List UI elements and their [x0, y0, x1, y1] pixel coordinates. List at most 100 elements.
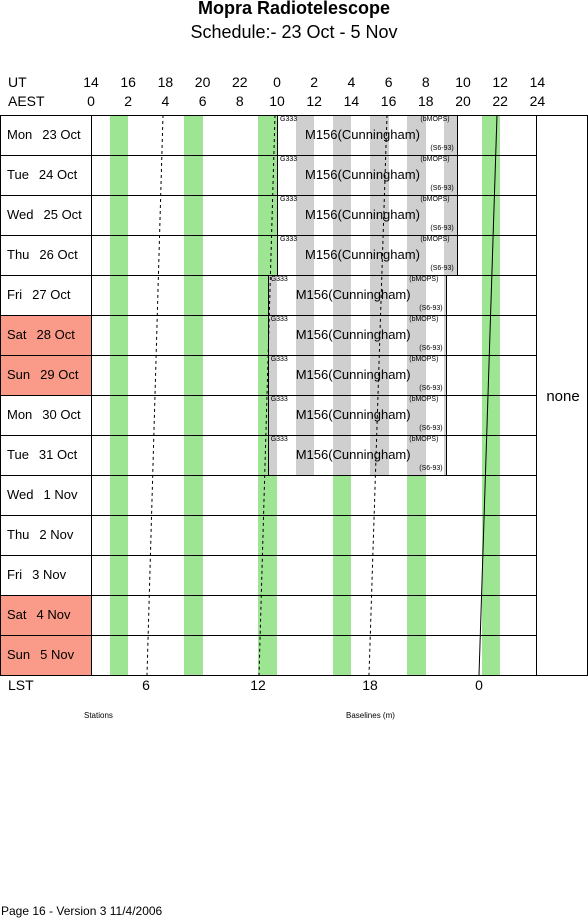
- booking-block[interactable]: [444, 315, 447, 355]
- booking-block[interactable]: [444, 275, 447, 315]
- aest-tick: 6: [198, 93, 207, 109]
- booking-start-line: [267, 435, 269, 475]
- row-divider: [0, 195, 536, 196]
- day-row-label: Fri 27 Oct: [1, 275, 91, 315]
- booking-block[interactable]: [444, 155, 458, 195]
- lst-tick: 0: [475, 677, 483, 693]
- booking-mode: (bMOPS): [409, 356, 439, 363]
- booking-block[interactable]: [332, 315, 352, 355]
- day-date: 5 Nov: [40, 647, 75, 662]
- booking-block[interactable]: [407, 275, 426, 315]
- booking-block[interactable]: [332, 435, 352, 475]
- booking-block[interactable]: [295, 395, 315, 435]
- booking-project[interactable]: M156(Cunningham): [295, 287, 411, 302]
- booking-block[interactable]: [444, 115, 458, 155]
- day-name: Sun: [7, 647, 31, 662]
- aest-label: AEST: [8, 93, 45, 109]
- booking-project[interactable]: M156(Cunningham): [295, 327, 411, 342]
- booking-mode: (bMOPS): [420, 156, 450, 163]
- booking-end-line: [446, 275, 448, 315]
- booking-mode: (bMOPS): [409, 316, 439, 323]
- booking-tag: G333: [270, 396, 288, 403]
- day-row-label: Wed 25 Oct: [1, 195, 91, 235]
- aest-tick: 16: [380, 93, 397, 109]
- grid-left-border: [0, 115, 1, 676]
- booking-block[interactable]: [407, 395, 426, 435]
- day-name: Sat: [7, 607, 27, 622]
- booking-block[interactable]: [332, 155, 352, 195]
- ut-tick: 2: [310, 74, 319, 90]
- day-row-label: Sat 4 Nov: [1, 595, 91, 635]
- booking-block[interactable]: [295, 155, 315, 195]
- ut-label: UT: [8, 74, 27, 90]
- row-divider: [0, 275, 536, 276]
- booking-block[interactable]: [407, 115, 426, 155]
- booking-mode: (bMOPS): [420, 196, 450, 203]
- booking-block[interactable]: [444, 435, 447, 475]
- day-date: 23 Oct: [42, 127, 81, 142]
- ut-tick: 14: [83, 74, 99, 90]
- booking-tag: G333: [270, 316, 288, 323]
- aest-tick: 18: [418, 93, 434, 109]
- booking-block[interactable]: [407, 355, 426, 395]
- day-name: Thu: [7, 247, 30, 262]
- row-divider: [0, 315, 536, 316]
- booking-block[interactable]: [332, 195, 352, 235]
- booking-start-line: [277, 155, 278, 195]
- booking-project[interactable]: M156(Cunningham): [305, 167, 420, 182]
- booking-block[interactable]: [332, 235, 352, 275]
- booking-project[interactable]: M156(Cunningham): [305, 127, 420, 142]
- booking-project[interactable]: M156(Cunningham): [305, 247, 420, 262]
- day-row-label: Wed 1 Nov: [1, 475, 91, 515]
- booking-block[interactable]: [295, 195, 315, 235]
- booking-project[interactable]: M156(Cunningham): [295, 407, 411, 422]
- day-row-label: Sat 28 Oct: [1, 315, 91, 355]
- booking-block[interactable]: [444, 235, 458, 275]
- booking-block[interactable]: [407, 435, 426, 475]
- booking-start-line: [277, 195, 278, 235]
- ut-tick: 20: [194, 74, 211, 90]
- booking-block[interactable]: [295, 115, 315, 155]
- booking-start-line: [267, 315, 269, 355]
- booking-block[interactable]: [444, 195, 458, 235]
- aest-tick: 4: [161, 93, 170, 109]
- booking-project[interactable]: M156(Cunningham): [295, 447, 411, 462]
- baselines-label: Baselines (m): [346, 711, 395, 720]
- booking-project[interactable]: M156(Cunningham): [295, 367, 411, 382]
- booking-block[interactable]: [295, 355, 315, 395]
- booking-block[interactable]: [295, 435, 315, 475]
- booking-project[interactable]: M156(Cunningham): [305, 207, 420, 222]
- booking-block[interactable]: [407, 315, 426, 355]
- booking-config: (S6-93): [430, 225, 454, 232]
- day-row-label: Tue 24 Oct: [1, 155, 91, 195]
- booking-block[interactable]: [332, 355, 352, 395]
- day-row-label: Thu 26 Oct: [1, 235, 91, 275]
- booking-block[interactable]: [295, 275, 315, 315]
- row-divider: [0, 515, 536, 516]
- day-name: Sun: [7, 367, 31, 382]
- row-divider: [0, 395, 536, 396]
- booking-block[interactable]: [444, 395, 447, 435]
- day-date: 24 Oct: [38, 167, 78, 182]
- booking-tag: G333: [270, 276, 288, 283]
- row-divider: [0, 235, 536, 236]
- booking-block[interactable]: [332, 115, 352, 155]
- day-row-label: Mon 23 Oct: [1, 115, 91, 155]
- booking-block[interactable]: [407, 155, 426, 195]
- booking-config: (S6-93): [419, 345, 443, 352]
- grid-right-border: [536, 115, 537, 676]
- booking-end-line: [457, 195, 459, 235]
- booking-block[interactable]: [295, 235, 315, 275]
- day-date: 31 Oct: [38, 447, 78, 462]
- booking-mode: (bMOPS): [409, 396, 439, 403]
- booking-block[interactable]: [444, 355, 447, 395]
- booking-block[interactable]: [332, 395, 352, 435]
- booking-block[interactable]: [295, 315, 315, 355]
- ut-tick: 22: [232, 74, 248, 90]
- booking-block[interactable]: [332, 275, 352, 315]
- booking-block[interactable]: [407, 195, 426, 235]
- day-row-label: Thu 2 Nov: [1, 515, 91, 555]
- booking-block[interactable]: [407, 235, 426, 275]
- day-date: 25 Oct: [43, 207, 82, 222]
- ut-tick: 10: [455, 74, 471, 90]
